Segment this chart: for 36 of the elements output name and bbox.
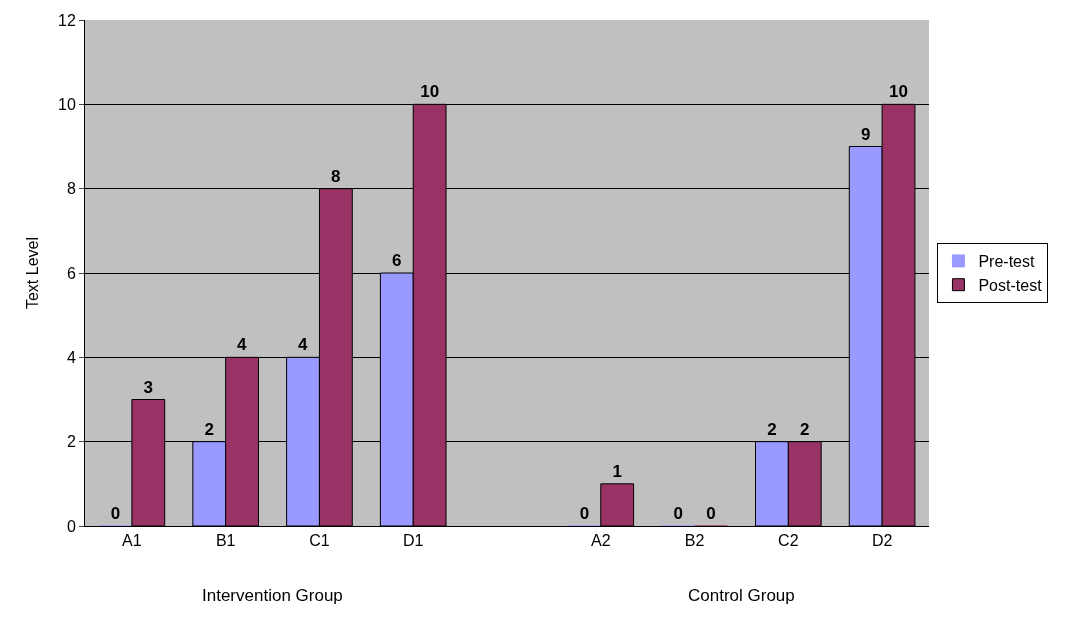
data-label: 8 [331,166,341,186]
data-label: 4 [237,335,248,355]
y-tick-label: 6 [66,264,76,282]
data-label: 9 [860,124,871,144]
y-tick-label: 4 [66,348,76,366]
data-label: 4 [298,335,309,355]
data-label: 10 [420,82,440,102]
x-tick-label: C2 [778,532,799,550]
data-label: 3 [143,377,154,397]
x-tick-label: A2 [590,532,611,550]
x-tick-label: A1 [122,532,142,550]
data-label: 0 [579,504,590,523]
y-tick-label: 2 [66,433,76,451]
y-tick-label: 8 [66,180,76,198]
x-tick-label: B2 [684,532,705,550]
y-tick-label: 0 [66,517,76,535]
data-label: 6 [392,251,402,270]
data-label: 2 [800,419,810,439]
data-label: 1 [612,461,622,481]
x-tick-label: D1 [402,532,424,550]
data-label: 0 [673,504,683,523]
y-tick-label: 12 [58,11,76,29]
text: Control Group [688,586,795,605]
data-label: 2 [204,419,214,439]
data-label: 10 [889,82,908,102]
legend-label: Pre-test [978,253,1036,271]
y-tick-label: 10 [58,95,76,113]
data-label: 2 [767,419,777,439]
x-tick-label: D2 [871,532,893,550]
data-label: 0 [706,504,716,523]
y-axis-title: Text Level [23,236,41,310]
text: Intervention Group [202,586,343,605]
legend-label: Post-test [978,276,1043,294]
x-tick-label: C1 [309,532,330,550]
x-tick-label: B1 [215,532,236,550]
data-label: 0 [110,504,121,523]
